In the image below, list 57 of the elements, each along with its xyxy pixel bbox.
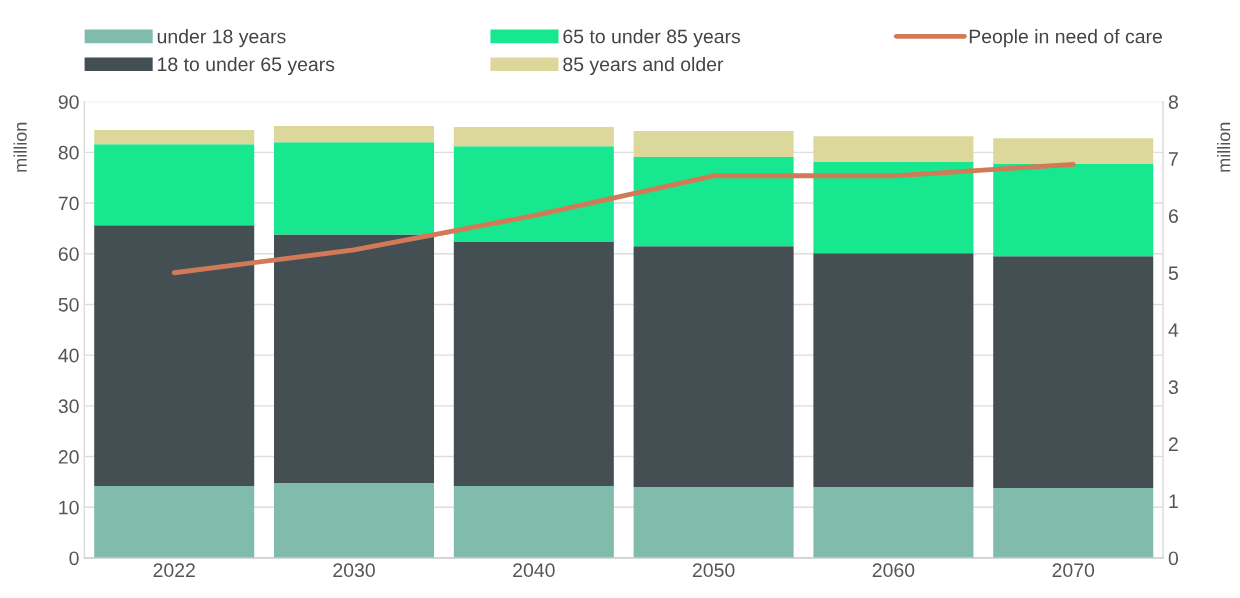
x-tick-label: 2070 bbox=[1052, 563, 1095, 578]
legend-label: People in need of care bbox=[969, 29, 1162, 48]
y-tick-label: 10 bbox=[59, 500, 79, 515]
y-tick-label: 50 bbox=[58, 297, 79, 312]
bar bbox=[94, 225, 255, 486]
y2-axis-title: million bbox=[1217, 122, 1231, 172]
bar bbox=[633, 156, 794, 247]
bar bbox=[94, 485, 255, 558]
y-tick-label: 30 bbox=[58, 399, 79, 414]
bar bbox=[453, 127, 614, 147]
y2-tick-label: 3 bbox=[1168, 380, 1178, 395]
bar bbox=[453, 242, 614, 486]
bar bbox=[633, 246, 794, 487]
bar bbox=[94, 130, 255, 145]
y2-tick-label: 8 bbox=[1168, 95, 1178, 109]
x-tick-label: 2022 bbox=[153, 563, 195, 578]
bar bbox=[274, 142, 435, 235]
bar bbox=[453, 485, 614, 558]
y2-tick-label: 2 bbox=[1168, 437, 1178, 451]
x-tick-label: 2030 bbox=[333, 563, 375, 578]
y-tick-label: 20 bbox=[58, 450, 79, 464]
legend-label: 18 to under 65 years bbox=[158, 56, 335, 76]
legend-label: 65 to under 85 years bbox=[563, 29, 741, 48]
y2-tick-label: 6 bbox=[1168, 209, 1178, 223]
y-tick-label: 80 bbox=[58, 145, 79, 160]
x-tick-label: 2050 bbox=[692, 563, 735, 578]
bar bbox=[453, 146, 614, 243]
y2-tick-label: 1 bbox=[1169, 494, 1178, 508]
x-tick-label: 2040 bbox=[513, 563, 555, 578]
x-tick-label: 2060 bbox=[872, 563, 915, 578]
y2-tick-label: 5 bbox=[1168, 266, 1178, 280]
bar bbox=[813, 161, 974, 254]
y-axis-title: million bbox=[13, 122, 27, 172]
legend-label: 85 years and older bbox=[563, 56, 724, 76]
y2-tick-label: 7 bbox=[1168, 152, 1178, 166]
legend-label: under 18 years bbox=[157, 29, 286, 48]
bar bbox=[993, 164, 1154, 257]
y-tick-label: 60 bbox=[58, 247, 79, 261]
bar bbox=[274, 125, 435, 143]
line-series bbox=[171, 161, 1076, 276]
bar bbox=[633, 131, 794, 157]
bar bbox=[274, 234, 435, 483]
bar bbox=[813, 253, 974, 487]
bar bbox=[993, 256, 1154, 488]
y-tick-label: 0 bbox=[69, 551, 79, 566]
bar bbox=[94, 144, 255, 226]
y2-tick-label: 0 bbox=[1168, 551, 1179, 566]
y-tick-label: 90 bbox=[58, 95, 79, 109]
bar bbox=[633, 486, 794, 558]
bar bbox=[993, 138, 1154, 165]
y2-tick-label: 4 bbox=[1168, 323, 1179, 337]
bar bbox=[813, 136, 974, 162]
bar bbox=[813, 486, 974, 558]
bar bbox=[274, 482, 435, 558]
bar bbox=[993, 487, 1154, 558]
y-tick-label: 70 bbox=[58, 196, 79, 211]
y-tick-label: 40 bbox=[58, 348, 79, 363]
